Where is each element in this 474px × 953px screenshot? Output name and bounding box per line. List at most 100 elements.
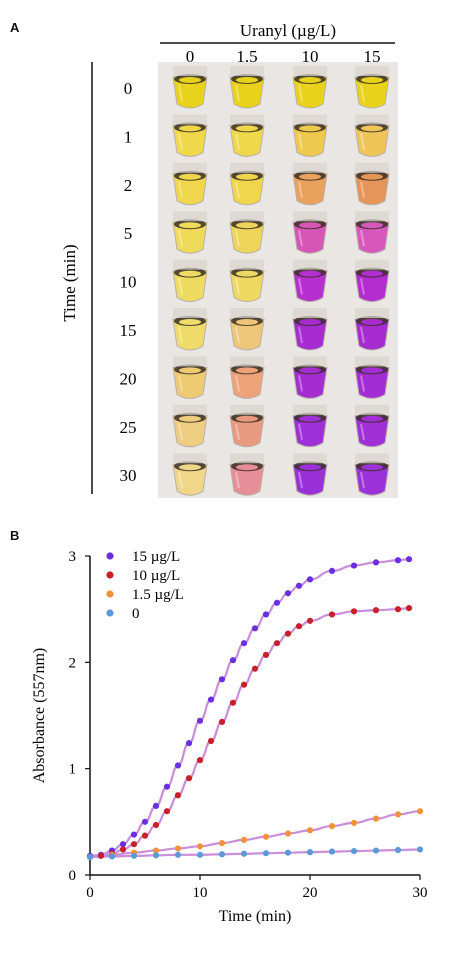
data-point: [306, 827, 314, 834]
y-tick-label: 1: [69, 762, 77, 778]
data-point: [350, 562, 358, 569]
uranyl-header: Uranyl (µg/L): [240, 21, 336, 40]
data-point: [328, 567, 336, 574]
tube: [292, 66, 328, 109]
tube: [354, 114, 390, 157]
row-label: 2: [124, 176, 133, 195]
row-label: 30: [120, 466, 137, 485]
tube: [292, 308, 328, 351]
legend-marker: [106, 609, 114, 617]
y-tick-label: 0: [69, 868, 77, 884]
tube: [172, 114, 208, 157]
data-point: [405, 556, 413, 563]
fit-curve: [89, 848, 421, 859]
data-point: [174, 845, 182, 852]
data-point: [130, 841, 138, 848]
legend-label: 1.5 µg/L: [132, 587, 184, 603]
tube: [172, 404, 208, 448]
data-point: [141, 832, 149, 839]
panel-a-tube-grid: Uranyl (µg/L) Time (min) 0 1.5 10 15 012510…: [60, 21, 398, 498]
y-tick-label: 2: [69, 655, 77, 671]
tube: [229, 259, 265, 303]
data-point: [240, 681, 248, 688]
row-label: 15: [120, 321, 137, 340]
data-point: [262, 850, 270, 857]
data-point: [174, 762, 182, 769]
legend-marker: [106, 590, 114, 598]
data-point: [394, 811, 402, 818]
data-point: [152, 821, 160, 829]
data-point: [262, 611, 270, 618]
data-point: [119, 841, 127, 848]
data-point: [295, 582, 303, 589]
tube: [292, 356, 328, 399]
data-point: [218, 851, 226, 858]
tube: [292, 404, 328, 448]
data-point: [240, 836, 248, 844]
tube: [229, 66, 265, 109]
row-label: 25: [120, 418, 137, 437]
fit-curve: [89, 607, 410, 859]
data-point: [295, 623, 303, 630]
x-tick-label: 10: [193, 885, 208, 901]
data-point: [328, 611, 336, 618]
data-point: [372, 559, 380, 566]
tube: [354, 162, 390, 206]
x-tick-label: 30: [413, 885, 428, 901]
x-tick-label: 0: [86, 885, 94, 901]
data-point: [163, 808, 171, 815]
tube: [354, 356, 390, 399]
data-point: [152, 802, 160, 809]
tube: [354, 66, 390, 109]
tube: [354, 308, 390, 351]
data-point: [405, 605, 413, 612]
data-point: [229, 699, 237, 706]
data-point: [240, 850, 248, 857]
tube: [229, 308, 265, 351]
data-point: [218, 676, 226, 683]
time-axis-label: Time (min): [60, 244, 79, 321]
legend-label: 0: [132, 606, 140, 622]
row-label: 20: [120, 369, 137, 388]
fit-curve: [89, 810, 421, 859]
data-point: [218, 840, 226, 847]
data-point: [273, 640, 281, 647]
tube: [292, 162, 328, 206]
data-point: [372, 607, 380, 614]
tube: [229, 356, 265, 399]
x-tick-label: 20: [303, 885, 318, 901]
column-label: 1.5: [236, 47, 257, 66]
fit-curve: [89, 558, 410, 857]
data-point: [284, 630, 292, 637]
column-label: 0: [186, 47, 195, 66]
tube: [172, 211, 208, 254]
y-axis-label: Absorbance (557nm): [31, 648, 48, 784]
tube: [229, 162, 265, 206]
tube: [354, 404, 390, 448]
data-point: [394, 846, 402, 854]
data-point: [163, 783, 171, 790]
column-label: 10: [302, 47, 319, 66]
y-tick-label: 3: [69, 549, 77, 565]
tube: [292, 211, 328, 254]
data-point: [218, 718, 226, 725]
data-point: [207, 737, 215, 745]
data-point: [273, 599, 281, 606]
data-point: [372, 847, 380, 854]
data-point: [196, 843, 204, 850]
data-point: [152, 847, 160, 854]
panel-a-letter: A: [10, 20, 20, 35]
data-point: [229, 657, 237, 664]
data-point: [284, 830, 292, 837]
data-point: [97, 852, 105, 859]
data-point: [108, 853, 116, 860]
data-point: [130, 831, 138, 838]
tube: [172, 259, 208, 303]
tube: [354, 211, 390, 254]
data-point: [185, 775, 193, 782]
data-point: [262, 651, 270, 658]
legend-label: 15 µg/L: [132, 549, 180, 565]
data-point: [119, 846, 127, 853]
data-point: [240, 640, 248, 647]
data-point: [394, 557, 402, 564]
